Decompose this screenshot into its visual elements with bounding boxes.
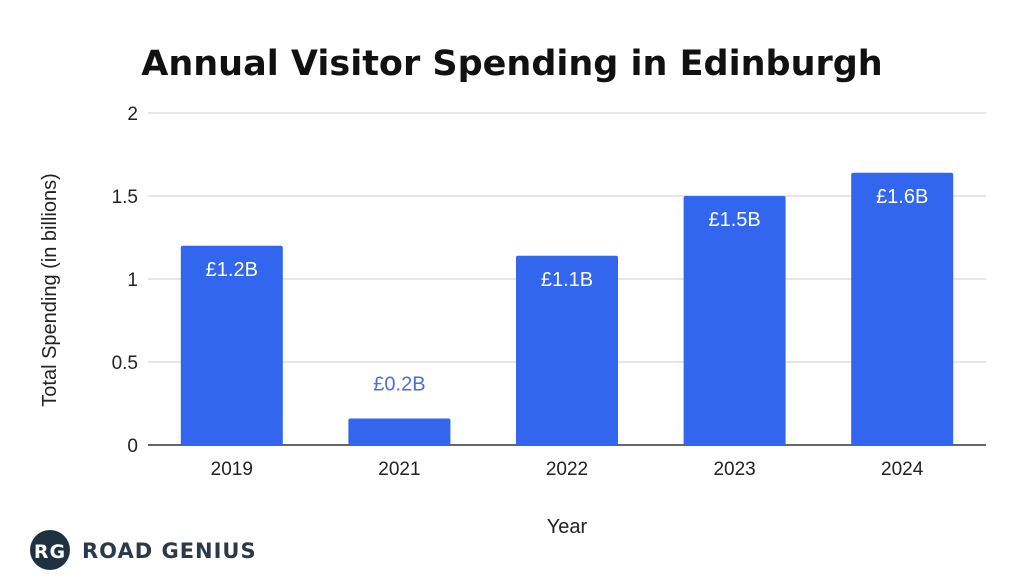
bars <box>180 172 954 445</box>
bar-2022 <box>516 255 618 445</box>
data-labels: £1.2B £0.2B £1.1B £1.5B £1.6B <box>206 186 929 396</box>
bar-2023 <box>683 196 786 445</box>
data-label-2021: £0.2B <box>373 373 425 395</box>
x-tick-labels: 2019 2021 2022 2023 2024 <box>211 459 924 480</box>
x-tick-label-2023: 2023 <box>713 459 755 480</box>
bar-2021 <box>348 418 451 445</box>
data-label-2022: £1.1B <box>541 269 593 291</box>
bar-2019 <box>180 245 283 445</box>
x-tick-label-2024: 2024 <box>881 459 924 480</box>
bar-2024 <box>851 172 954 445</box>
brand-badge-text: RG <box>34 541 66 563</box>
x-axis-label: Year <box>547 516 588 538</box>
y-axis-label: Total Spending (in billions) <box>39 173 61 406</box>
data-label-2023: £1.5B <box>708 209 760 231</box>
y-tick-label: 0.5 <box>112 353 138 374</box>
chart-title: Annual Visitor Spending in Edinburgh <box>141 44 882 84</box>
data-label-2024: £1.6B <box>876 186 928 208</box>
brand-logo: RG ROAD GENIUS <box>30 530 257 570</box>
data-label-2019: £1.2B <box>206 259 258 281</box>
y-tick-label: 2 <box>127 104 138 125</box>
brand-badge <box>30 530 70 570</box>
y-tick-labels: 0 0.5 1 1.5 2 <box>112 104 138 457</box>
x-tick-label-2019: 2019 <box>211 459 253 480</box>
y-tick-label: 0 <box>127 436 138 457</box>
brand-name: ROAD GENIUS <box>82 539 257 563</box>
x-tick-label-2021: 2021 <box>378 459 420 480</box>
x-tick-label-2022: 2022 <box>546 459 588 480</box>
y-tick-label: 1 <box>127 270 138 291</box>
y-tick-label: 1.5 <box>112 187 138 208</box>
